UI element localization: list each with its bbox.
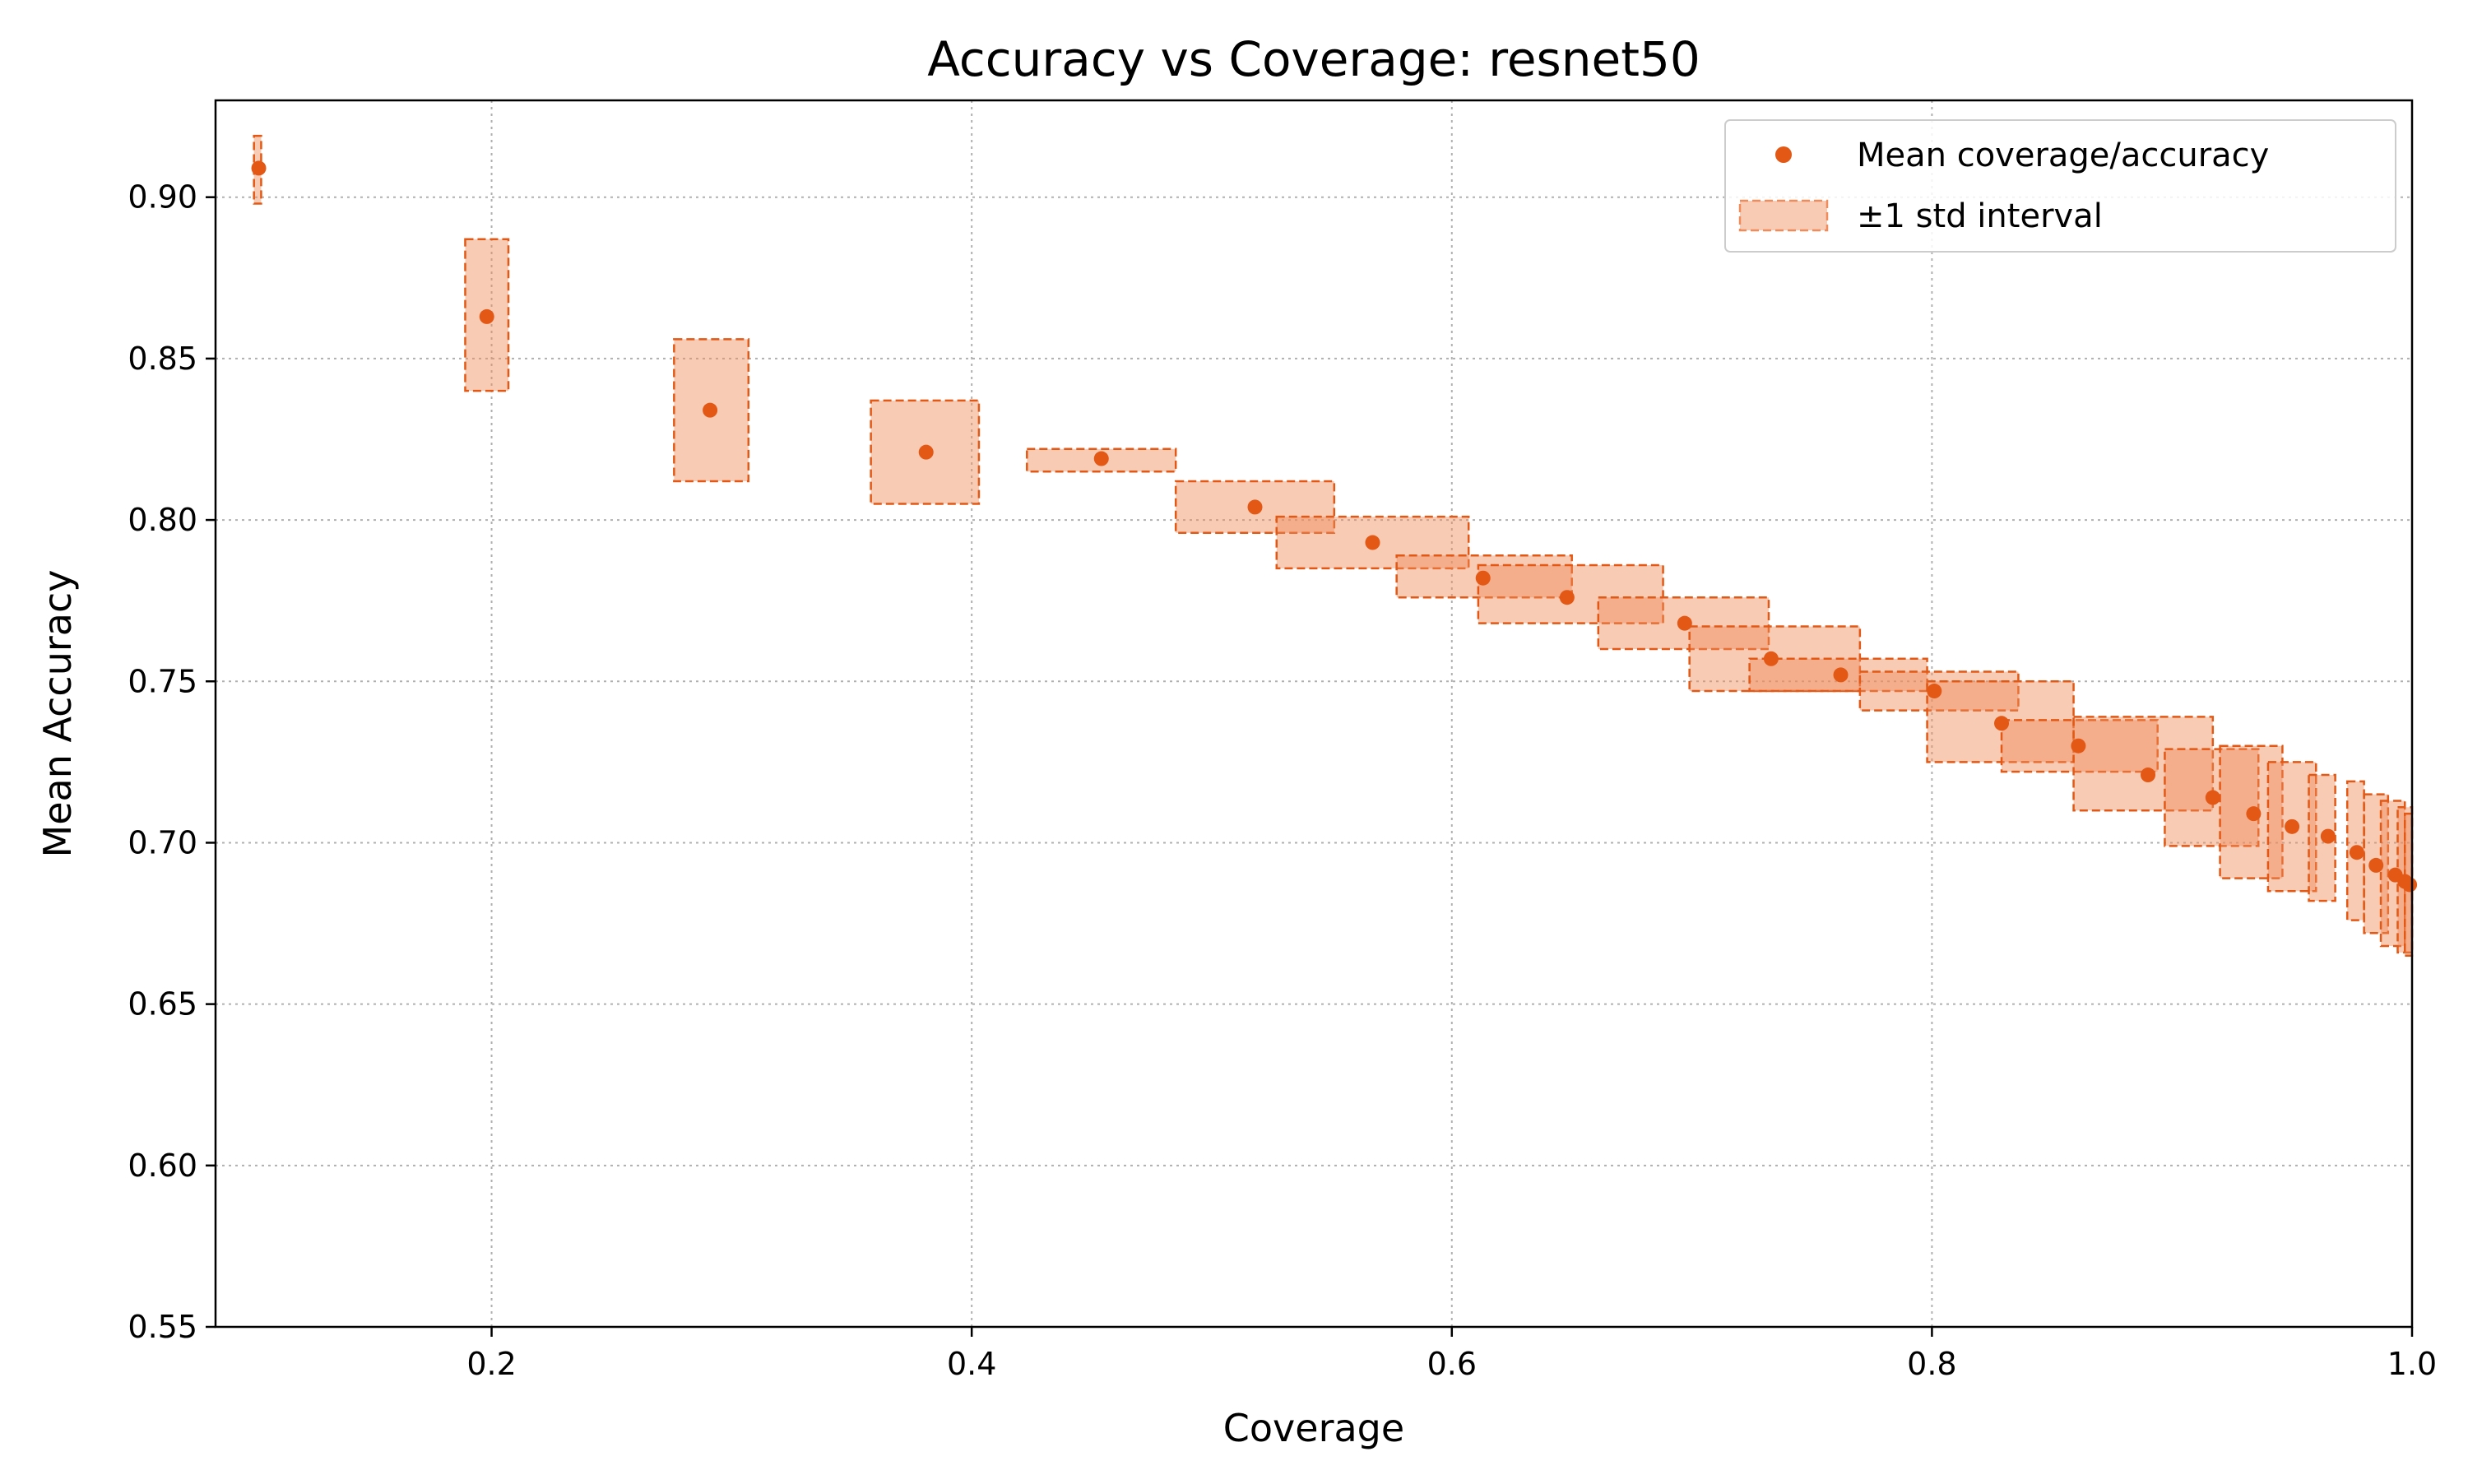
mean-point <box>2141 768 2156 783</box>
mean-point <box>703 402 718 418</box>
y-tick-label: 0.60 <box>128 1148 197 1184</box>
mean-point <box>1994 716 2010 731</box>
mean-point <box>1093 451 1109 466</box>
legend-marker-mean <box>1775 146 1792 163</box>
legend: Mean coverage/accuracy ±1 std interval <box>1724 119 2396 253</box>
mean-point <box>1247 499 1263 515</box>
x-tick-label: 0.4 <box>947 1346 996 1382</box>
x-axis-label: Coverage <box>1223 1406 1404 1450</box>
mean-point <box>1677 615 1692 631</box>
mean-point <box>2205 790 2220 805</box>
mean-point <box>2285 819 2300 834</box>
y-tick-label: 0.85 <box>128 341 197 377</box>
y-tick-label: 0.70 <box>128 824 197 860</box>
x-tick-label: 0.6 <box>1427 1346 1477 1382</box>
std-interval-box <box>2072 716 2215 812</box>
mean-point <box>2320 828 2336 844</box>
y-tick-label: 0.65 <box>128 986 197 1023</box>
x-tick-label: 0.2 <box>466 1346 516 1382</box>
mean-point <box>1763 651 1779 666</box>
mean-point <box>251 160 267 176</box>
mean-point <box>1475 570 1491 586</box>
mean-point <box>2402 877 2418 893</box>
mean-points <box>251 160 2418 893</box>
y-tick-label: 0.80 <box>128 502 197 538</box>
mean-point <box>2246 806 2262 822</box>
x-tick-label: 0.8 <box>1907 1346 1956 1382</box>
legend-patch-std <box>1738 199 1829 232</box>
mean-point <box>2349 845 2364 860</box>
mean-point <box>1927 684 1942 699</box>
plot-area-frame <box>214 99 2414 1329</box>
x-tick-label: 1.0 <box>2387 1346 2437 1382</box>
mean-point <box>918 444 934 460</box>
mean-point <box>1365 535 1380 550</box>
y-axis-ticks: 0.55 0.60 0.65 0.70 0.75 0.80 0.85 0.90 <box>128 179 216 1345</box>
y-tick-label: 0.75 <box>128 663 197 699</box>
y-axis-label: Mean Accuracy <box>35 570 80 858</box>
mean-point <box>2368 857 2384 873</box>
std-interval-boxes <box>253 134 2414 958</box>
legend-label-mean: Mean coverage/accuracy <box>1857 137 2269 174</box>
grid <box>216 100 2413 1328</box>
mean-point <box>1833 667 1849 683</box>
y-tick-label: 0.90 <box>128 179 197 216</box>
mean-point <box>2071 738 2086 754</box>
legend-frame <box>1724 119 2396 253</box>
y-tick-label: 0.55 <box>128 1309 197 1345</box>
mean-point <box>479 308 494 324</box>
chart-title: Accuracy vs Coverage: resnet50 <box>927 31 1700 87</box>
mean-point <box>1559 590 1575 605</box>
x-axis-ticks: 0.2 0.4 0.6 0.8 1.0 <box>466 1327 2437 1382</box>
legend-label-std: ±1 std interval <box>1857 197 2103 235</box>
